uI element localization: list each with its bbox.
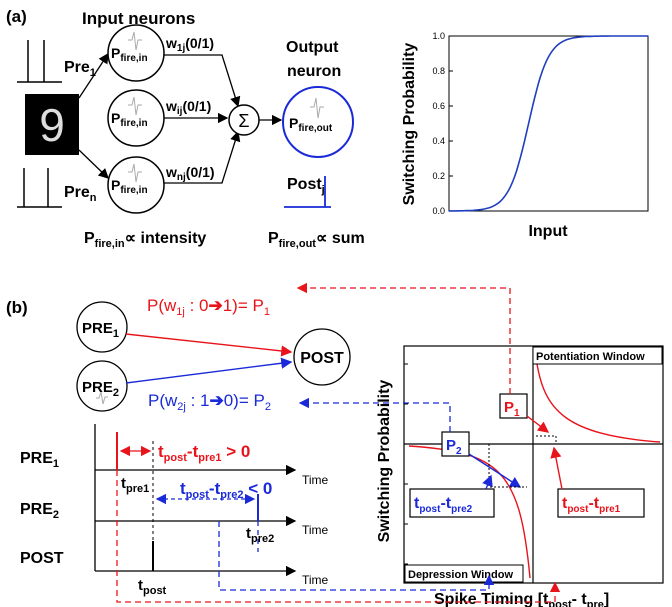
- digit-to-neuron3-arrow: [78, 149, 109, 179]
- neg-dt-box-label: tpost-tpre2: [414, 495, 473, 515]
- row-pre2-label: PRE2: [20, 501, 59, 521]
- pren-label: Pren: [64, 184, 97, 204]
- pre1-neuron: PRE1: [76, 301, 128, 353]
- stdp-chart: Potentiation Window Depression Window Sw…: [376, 345, 664, 607]
- panel-a-label: (a): [6, 7, 27, 26]
- mnist-digit-image: 9: [25, 94, 79, 155]
- time-label-3: Time: [302, 573, 329, 587]
- eq-p1: P(w1j : 0➔1)= P1: [147, 296, 270, 318]
- blue-feedback-loop: [218, 521, 495, 591]
- post-label: Postj: [287, 176, 325, 196]
- pre1-neuron-label: PRE1: [82, 320, 119, 340]
- stdp-ylabel: Switching Probability: [376, 380, 393, 543]
- neuron-out-label: Pfire,out: [289, 115, 333, 134]
- potentiation-curve: [536, 363, 661, 443]
- time-label-2: Time: [302, 523, 329, 537]
- pos-dt-box-label: tpost-tpre1: [562, 495, 621, 515]
- y-tick-label: 0.0: [432, 206, 445, 216]
- sigmoid-series-line: [449, 35, 648, 212]
- dt-pos-text: tpost-tpre1 > 0: [158, 442, 250, 464]
- neg-dt-box: [409, 488, 495, 518]
- digit-glyph: 9: [39, 99, 65, 151]
- y-tick-label: 1.0: [432, 31, 445, 41]
- t-pre1-label: tpre1: [121, 475, 149, 495]
- pren-spike-train: [17, 168, 62, 208]
- t-post-label: tpost: [138, 577, 167, 597]
- weight-arrows: [164, 54, 283, 184]
- sum-symbol: Σ: [238, 111, 249, 131]
- p2-box-label: P2: [446, 437, 462, 457]
- p1-box: [499, 393, 528, 419]
- y-tick-label: 0.4: [432, 136, 445, 146]
- y-tick-label: 0.8: [432, 66, 445, 76]
- red-feedback-loop: [116, 470, 561, 603]
- time-label-1: Time: [302, 473, 329, 487]
- pre2-neuron-label: PRE2: [82, 379, 119, 399]
- pre1-spike-train: [17, 40, 62, 83]
- output-title-line1: Output: [286, 39, 339, 56]
- input-neuron-3: Pfire,in: [107, 156, 165, 214]
- rel-out-text: Pfire,out∝ sum: [268, 230, 365, 250]
- output-title-line2: neuron: [287, 63, 341, 80]
- neuron-1-label: Pfire,in: [111, 45, 148, 64]
- post-spike-train: [284, 176, 331, 208]
- switching-probability-chart: 0.0 0.2 0.4 0.6 0.8 1.0 Input Switching Proba…: [401, 31, 649, 240]
- weight-nj-label: wnj(0/1): [165, 164, 215, 183]
- input-neuron-1: Pfire,in: [107, 24, 165, 82]
- panel-b-label: (b): [6, 298, 28, 317]
- row-post-label: POST: [20, 550, 64, 567]
- pre2-to-post-arrow: [125, 357, 293, 384]
- chart-xlabel: Input: [528, 223, 568, 240]
- pre2-neuron: PRE2: [76, 360, 128, 412]
- pos-dt-box: [557, 488, 645, 518]
- neuron-2-label: Pfire,in: [111, 110, 148, 129]
- red-p1-arrow: [296, 282, 511, 394]
- input-neuron-2: Pfire,in: [107, 89, 165, 147]
- weight-1j-label: w1j(0/1): [165, 35, 214, 54]
- chart-ylabel: Switching Probability: [401, 43, 418, 206]
- stdp-xlabel: Spike Timing [tpost- tpre]: [434, 591, 609, 607]
- post-neuron: POST: [293, 328, 351, 386]
- y-tick-label: 0.6: [432, 101, 445, 111]
- p2-box: [441, 431, 470, 457]
- eq-p2: P(w2j : 1➔0)= P2: [148, 391, 271, 413]
- pre1-label: Pre1: [64, 59, 96, 79]
- potentiation-window-label: Potentiation Window: [536, 351, 645, 363]
- depression-window-label: Depression Window: [408, 569, 513, 581]
- digit-to-neuron1-arrow: [78, 52, 109, 99]
- row-pre1-label: PRE1: [20, 450, 59, 470]
- rel-in-text: Pfire,in∝ intensity: [84, 230, 206, 250]
- output-neuron: Pfire,out: [282, 86, 354, 158]
- timing-axes: [94, 424, 297, 577]
- sum-node: Σ: [228, 104, 260, 136]
- t-pre2-label: tpre2: [246, 525, 274, 545]
- post-neuron-label: POST: [300, 350, 344, 367]
- weight-ij-label: wij(0/1): [165, 98, 211, 117]
- pre1-to-post-arrow: [125, 333, 293, 357]
- y-tick-label: 0.2: [432, 171, 445, 181]
- p1-box-label: P1: [504, 399, 520, 419]
- neuron-3-label: Pfire,in: [111, 177, 148, 196]
- input-neurons-title: Input neurons: [82, 9, 195, 28]
- dt-neg-text: tpost-tpre2 < 0: [180, 479, 272, 501]
